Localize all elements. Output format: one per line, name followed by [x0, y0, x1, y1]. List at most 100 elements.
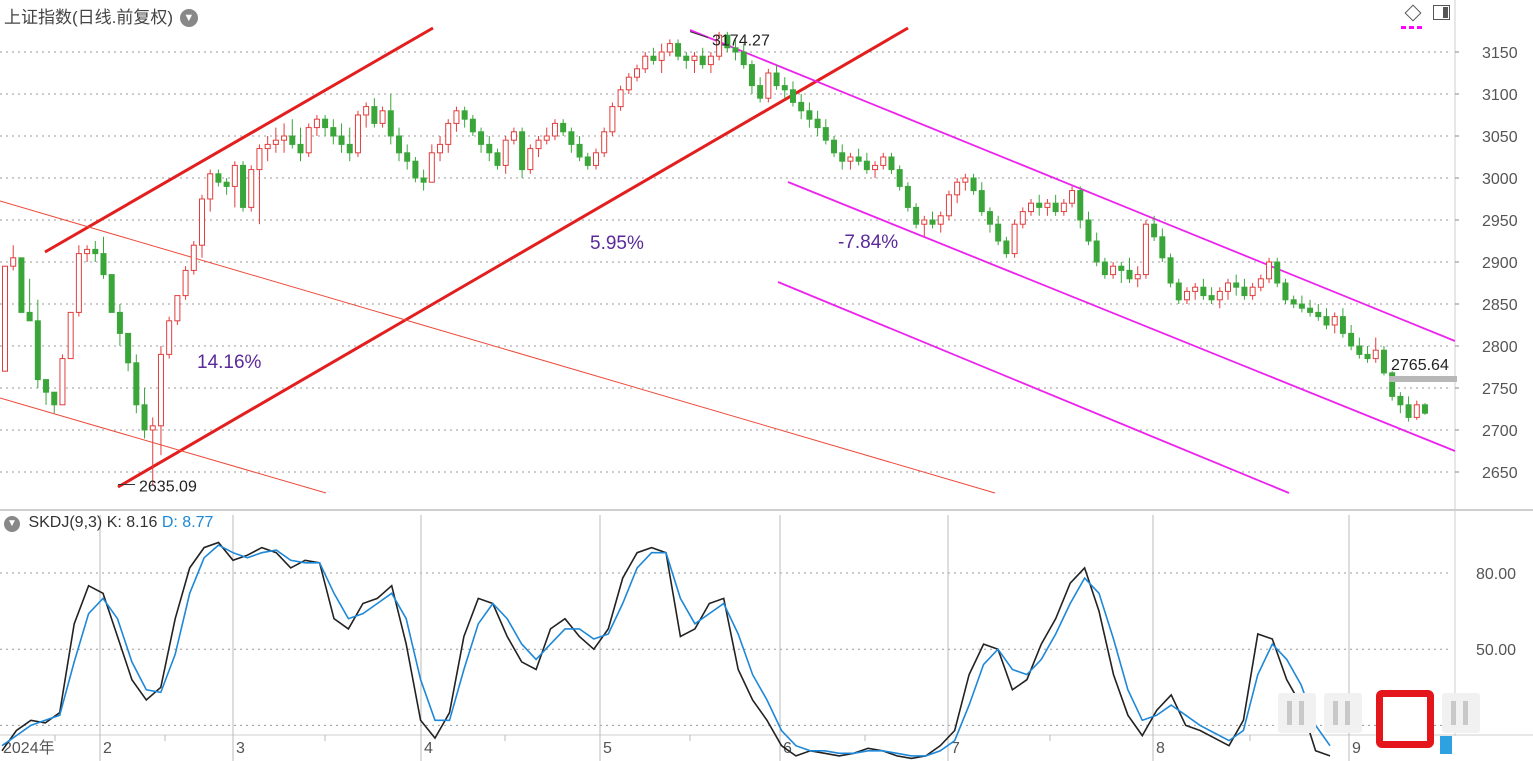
candle-body-down: [322, 118, 329, 129]
candle-body-down: [995, 223, 1002, 242]
candle-body-down: [806, 110, 813, 120]
candle-body-up: [535, 139, 542, 150]
candle-body-down: [789, 89, 796, 103]
candle-body-up: [707, 55, 714, 66]
title-dropdown-icon[interactable]: ▼: [179, 9, 198, 27]
last-price-bar: [1389, 376, 1457, 382]
indicator-d-value: D: 8.77: [161, 514, 214, 531]
candle-body-up: [625, 76, 632, 91]
candle-body-up: [272, 139, 279, 145]
candle-body-up: [281, 135, 288, 141]
candle-body-down: [822, 127, 829, 141]
magenta-trend-line-2: [787, 181, 1456, 452]
candle-body-down: [486, 143, 493, 154]
price-tick-label: 3000: [1482, 171, 1518, 188]
toolbar-icon-3[interactable]: [1442, 693, 1480, 733]
candle-body-down: [395, 135, 402, 154]
candle-body-down: [371, 106, 378, 124]
candle-body-down: [1364, 353, 1371, 360]
candle-body-up: [543, 135, 550, 141]
candle-body-up: [601, 131, 608, 154]
indicator-dropdown-icon[interactable]: ▼: [4, 516, 20, 532]
percentage-annotation: -7.84%: [838, 232, 898, 253]
candle-body-up: [716, 34, 723, 57]
candle-body-down: [560, 122, 567, 133]
indicator-legend: ▼ SKDJ(9,3) K: 8.16 D: 8.77: [4, 514, 213, 532]
candle-body-down: [1356, 345, 1363, 355]
candle-body-up: [691, 55, 698, 61]
candle-body-up: [1372, 349, 1379, 360]
candle-body-up: [617, 89, 624, 108]
candle-body-up: [1331, 316, 1338, 326]
record-button[interactable]: [1376, 690, 1434, 748]
candle-body-down: [970, 177, 977, 192]
candle-body-down: [1093, 240, 1100, 263]
candle-body-down: [904, 185, 911, 208]
candle-body-down: [781, 85, 788, 91]
candle-body-up: [354, 114, 361, 154]
toolbar-icon-2[interactable]: [1324, 693, 1362, 733]
candle-body-down: [289, 135, 296, 145]
candle-body-up: [248, 169, 255, 208]
candle-body-up: [445, 122, 452, 145]
candle-body-up: [1192, 286, 1199, 292]
candle-body-up: [609, 106, 616, 133]
candle-body-up: [502, 139, 509, 166]
price-tick-label: 2700: [1482, 423, 1518, 440]
candle-body-down: [412, 160, 419, 179]
candle-body-down: [1208, 295, 1215, 301]
candle-body-down: [519, 131, 526, 171]
month-label: 6: [783, 740, 792, 757]
price-tick-label: 3150: [1482, 45, 1518, 62]
candle-body-up: [166, 320, 173, 355]
candle-body-up: [256, 148, 263, 171]
percentage-annotation: 5.95%: [590, 233, 644, 254]
indicator-tick-label: 80.00: [1476, 566, 1516, 583]
candle-body-down: [913, 206, 920, 225]
candle-body-up: [954, 181, 961, 196]
candle-body-down: [1405, 404, 1412, 418]
candle-body-down: [724, 34, 731, 49]
candle-body-down: [141, 404, 148, 431]
high-marker-line: [689, 31, 709, 39]
layout-icon[interactable]: [1433, 5, 1451, 20]
candle-body-up: [937, 215, 944, 225]
high-marker-label: 3174.27: [712, 33, 770, 50]
price-tick-label: 2900: [1482, 255, 1518, 272]
candle-body-down: [576, 143, 583, 158]
candle-body-down: [100, 253, 107, 276]
candle-body-down: [1175, 282, 1182, 301]
candle-body-down: [1241, 286, 1248, 297]
candle-body-down: [798, 101, 805, 112]
candle-body-down: [1159, 236, 1166, 259]
candle-body-down: [699, 55, 706, 66]
candle-body-down: [1307, 307, 1314, 313]
candle-body-up: [1142, 223, 1149, 276]
candle-body-up: [1134, 274, 1141, 280]
candle-body-up: [428, 152, 435, 183]
indicator-name[interactable]: SKDJ(9,3): [28, 514, 103, 531]
candle-body-down: [26, 311, 33, 322]
toolbar-icon-1[interactable]: [1278, 693, 1316, 733]
candle-body-up: [527, 148, 534, 171]
candle-body-down: [1348, 332, 1355, 347]
skdj-k-line: [1, 541, 1331, 760]
cursor-marker: [1440, 736, 1452, 754]
candle-body-down: [888, 156, 895, 171]
candle-body-down: [650, 55, 657, 61]
candle-body-up: [945, 194, 952, 217]
candle-body-down: [757, 85, 764, 99]
candle-body-down: [469, 118, 476, 133]
month-label: 3: [236, 740, 245, 757]
chart-title: 上证指数(日线.前复权) ▼: [4, 3, 198, 28]
draw-tool-icon[interactable]: [1404, 4, 1422, 22]
candle-body-down: [108, 274, 115, 313]
candle-body-up: [1413, 404, 1420, 418]
index-title: 上证指数(日线.前复权): [4, 8, 174, 27]
candle-body-down: [1101, 261, 1108, 276]
candle-body-up: [157, 353, 164, 427]
price-tick-label: 2650: [1482, 465, 1518, 482]
candle-body-up: [10, 257, 17, 267]
candle-body-down: [116, 311, 123, 334]
candle-body-up: [59, 358, 66, 406]
